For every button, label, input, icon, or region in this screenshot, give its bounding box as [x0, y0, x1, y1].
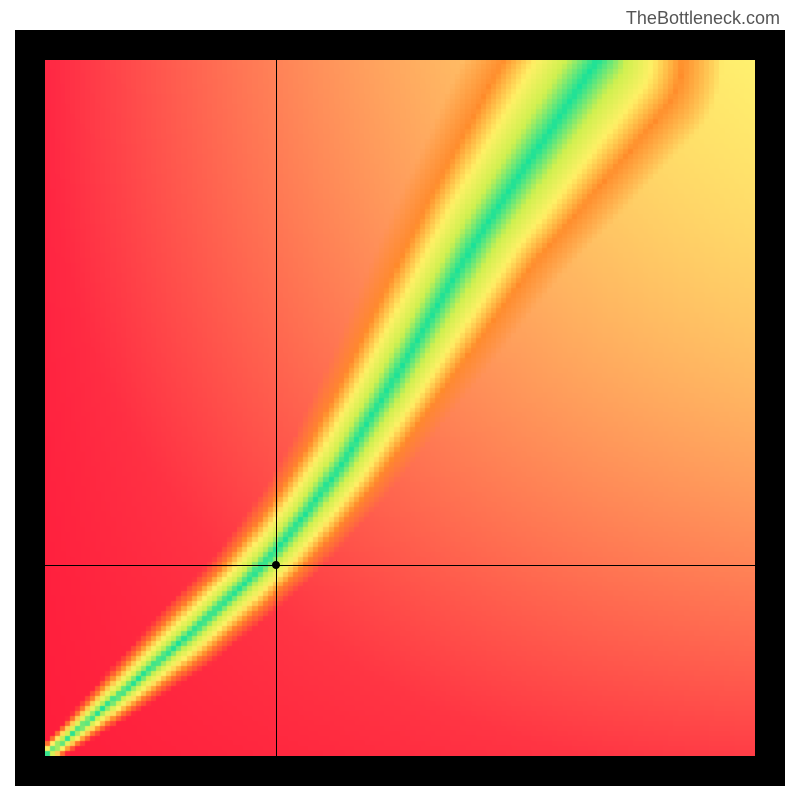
crosshair-vertical — [276, 60, 277, 756]
plot-area — [45, 60, 755, 756]
heatmap-canvas — [45, 60, 755, 756]
watermark-text: TheBottleneck.com — [626, 8, 780, 29]
crosshair-horizontal — [45, 565, 755, 566]
chart-container: TheBottleneck.com — [0, 0, 800, 800]
crosshair-dot — [272, 561, 280, 569]
